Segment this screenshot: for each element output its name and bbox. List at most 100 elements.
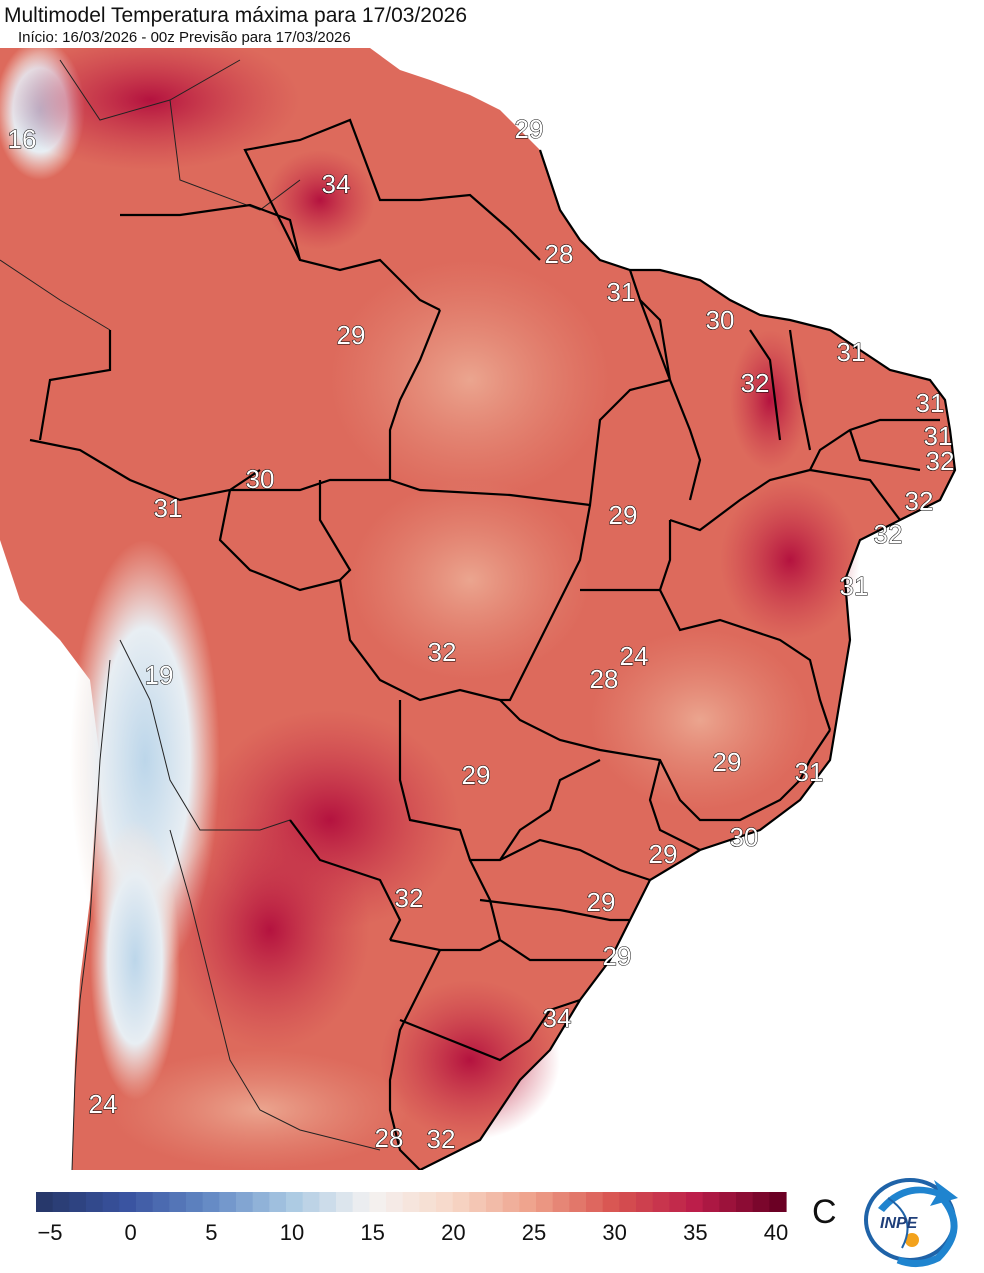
- color-scale-cell: [186, 1192, 204, 1212]
- color-scale-cell: [752, 1192, 770, 1212]
- color-scale-cell: [469, 1192, 487, 1212]
- color-scale-cell: [619, 1192, 637, 1212]
- temperature-label: 29: [462, 760, 491, 790]
- temperature-label: 31: [924, 421, 953, 451]
- color-scale-tick: 35: [683, 1220, 707, 1245]
- temperature-label: 31: [837, 337, 866, 367]
- hot-zone-roraima: [265, 150, 375, 250]
- color-scale-cell: [202, 1192, 220, 1212]
- color-scale-cell: [736, 1192, 754, 1212]
- temperature-label: 31: [840, 571, 869, 601]
- temperature-label: 16: [8, 124, 37, 154]
- coastline: [419, 149, 957, 1170]
- color-scale-cell: [402, 1192, 420, 1212]
- color-scale-cell: [136, 1192, 154, 1212]
- temperature-label: 29: [713, 747, 742, 777]
- temperature-label: 32: [874, 519, 903, 549]
- color-scale-tick: 20: [441, 1220, 465, 1245]
- map-subtitle: Início: 16/03/2026 - 00z Previsão para 1…: [18, 29, 351, 46]
- hot-zone-chaco: [170, 810, 370, 1050]
- temperature-label: 28: [590, 664, 619, 694]
- color-scale-cell: [436, 1192, 454, 1212]
- temperature-label: 29: [337, 320, 366, 350]
- andes-cold-zone-south: [90, 820, 180, 1100]
- temperature-label: 28: [375, 1123, 404, 1153]
- temperature-label: 34: [543, 1003, 572, 1033]
- color-scale-cell: [519, 1192, 537, 1212]
- color-scale-cell: [669, 1192, 687, 1212]
- temperature-label: 32: [926, 446, 955, 476]
- temperature-label: 32: [427, 1124, 456, 1154]
- inpe-logo: INPE: [864, 1178, 958, 1267]
- color-scale-tick: 40: [764, 1220, 788, 1245]
- color-scale-cell: [586, 1192, 604, 1212]
- color-scale-cell: [486, 1192, 504, 1212]
- temperature-label: 30: [706, 305, 735, 335]
- temperature-label: 30: [246, 464, 275, 494]
- map-title: Multimodel Temperatura máxima para 17/03…: [4, 4, 468, 27]
- color-scale-cell: [702, 1192, 720, 1212]
- mild-zone-amazon: [330, 260, 610, 500]
- color-scale-cell: [636, 1192, 654, 1212]
- hot-zone-northeast: [730, 330, 810, 470]
- color-scale-cell: [336, 1192, 354, 1212]
- color-scale-tick: 10: [280, 1220, 304, 1245]
- mild-zone-minas: [590, 630, 810, 810]
- color-scale-cell: [369, 1192, 387, 1212]
- color-scale-tick: 15: [360, 1220, 384, 1245]
- temperature-label: 24: [620, 641, 649, 671]
- color-scale-cell: [386, 1192, 404, 1212]
- color-scale-cell: [286, 1192, 304, 1212]
- temperature-label: 24: [89, 1089, 118, 1119]
- color-scale-cell: [169, 1192, 187, 1212]
- temperature-label: 31: [916, 388, 945, 418]
- color-scale-cell: [219, 1192, 237, 1212]
- temperature-label: 19: [145, 660, 174, 690]
- color-scale-bar: [36, 1192, 787, 1212]
- temperature-label: 32: [905, 486, 934, 516]
- temperature-map: 16 34 29 28 31 29 30 31 32 31 31 32 30 3…: [0, 48, 984, 1170]
- color-scale-cell: [536, 1192, 554, 1212]
- color-scale-cell: [419, 1192, 437, 1212]
- color-scale-cell: [269, 1192, 287, 1212]
- color-scale-tick: 25: [522, 1220, 546, 1245]
- temperature-label: 31: [607, 277, 636, 307]
- temperature-label: 29: [649, 839, 678, 869]
- temperature-label: 29: [515, 114, 544, 144]
- country-borders: [0, 59, 381, 1170]
- color-scale-tick: 30: [602, 1220, 626, 1245]
- temperature-label: 28: [545, 239, 574, 269]
- color-scale-cell: [152, 1192, 170, 1212]
- color-scale-cell: [252, 1192, 270, 1212]
- temperature-label: 30: [730, 822, 759, 852]
- color-scale-tick: 0: [125, 1220, 137, 1245]
- temperature-label: 31: [154, 493, 183, 523]
- color-scale-cell: [552, 1192, 570, 1212]
- color-scale-cell: [502, 1192, 520, 1212]
- color-scale-cell: [602, 1192, 620, 1212]
- color-scale-cell: [319, 1192, 337, 1212]
- mild-zone-mato-grosso: [350, 480, 590, 680]
- temperature-label: 29: [609, 500, 638, 530]
- temperature-label: 29: [587, 887, 616, 917]
- inpe-logo-text: INPE: [880, 1215, 919, 1232]
- hot-zone-bahia: [720, 480, 860, 640]
- color-scale-cell: [86, 1192, 104, 1212]
- color-scale-tick: −5: [37, 1220, 62, 1245]
- temperature-labels: 16 34 29 28 31 29 30 31 32 31 31 32 30 3…: [7, 114, 955, 1155]
- color-scale-cell: [36, 1192, 54, 1212]
- color-scale-cell: [769, 1192, 787, 1212]
- temperature-label: 29: [603, 941, 632, 971]
- temperature-label: 32: [395, 883, 424, 913]
- hot-zone-rio-grande-do-sul: [380, 980, 560, 1140]
- hot-zone-venezuela: [0, 48, 300, 170]
- temperature-label: 32: [428, 637, 457, 667]
- color-scale-cell: [236, 1192, 254, 1212]
- atlantic-ocean: [370, 48, 984, 1170]
- temperature-label: 32: [741, 368, 770, 398]
- color-scale-cell: [569, 1192, 587, 1212]
- color-scale-cell: [452, 1192, 470, 1212]
- color-scale-cell: [686, 1192, 704, 1212]
- temperature-label: 34: [322, 169, 351, 199]
- color-scale-cell: [302, 1192, 320, 1212]
